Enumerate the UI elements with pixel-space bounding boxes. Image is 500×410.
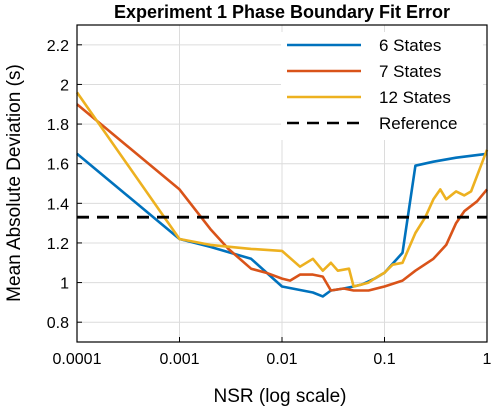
series-line-12-states (75, 91, 489, 288)
series-line-6-states (76, 152, 488, 298)
x-tick-label: 0.0001 (53, 351, 102, 368)
x-tick-label: 1 (483, 351, 492, 368)
y-tick-label: 1.8 (47, 117, 69, 134)
legend-label-6-states: 6 States (379, 36, 441, 55)
x-tick-label: 0.1 (373, 351, 395, 368)
y-tick-label: 1.6 (47, 157, 69, 174)
legend-label-reference: Reference (379, 114, 457, 133)
y-tick-label: 2.2 (47, 38, 69, 55)
series-layer (75, 91, 489, 298)
x-axis-label: NSR (log scale) (213, 386, 346, 407)
x-axis-ticks: 0.0001 0.001 0.01 0.1 1 (53, 337, 492, 368)
y-tick-label: 0.8 (47, 315, 69, 332)
x-tick-label: 0.001 (159, 351, 199, 368)
legend: 6 States 7 States 12 States Reference (281, 32, 483, 140)
y-tick-label: 1.2 (47, 236, 69, 253)
y-tick-label: 2 (60, 77, 69, 94)
y-axis-label: Mean Absolute Deviation (s) (4, 64, 25, 302)
y-tick-label: 1 (60, 276, 69, 293)
legend-label-7-states: 7 States (379, 62, 441, 81)
series-line-7-states (76, 103, 488, 292)
x-tick-label: 0.01 (266, 351, 297, 368)
chart-title: Experiment 1 Phase Boundary Fit Error (114, 2, 450, 22)
y-axis-ticks: 0.8 1 1.2 1.4 1.6 1.8 2 2.2 (47, 38, 82, 332)
legend-label-12-states: 12 States (379, 88, 451, 107)
y-tick-label: 1.4 (47, 196, 69, 213)
